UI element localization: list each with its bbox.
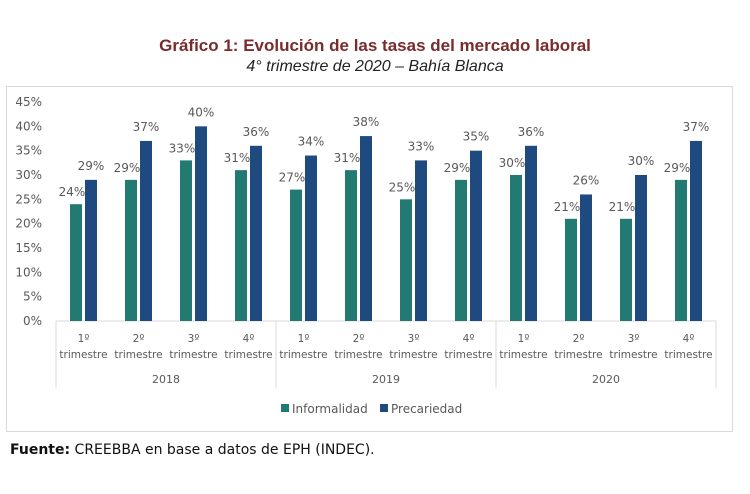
data-label: 24% — [59, 185, 86, 199]
y-tick-label: 30% — [15, 168, 42, 182]
bar-informalidad — [345, 170, 357, 321]
y-tick-label: 35% — [15, 144, 42, 158]
bar-precariedad — [195, 126, 207, 321]
y-tick-label: 45% — [15, 95, 42, 109]
bar-informalidad — [455, 179, 467, 321]
x-tick-quarter: 4º — [463, 333, 475, 345]
x-tick-quarter: 2º — [133, 333, 145, 345]
legend-label: Precariedad — [391, 402, 462, 416]
data-label: 33% — [408, 139, 435, 153]
x-group-label: 2018 — [152, 373, 180, 386]
x-tick-quarter: 3º — [628, 333, 640, 345]
x-tick-label: trimestre — [389, 349, 437, 361]
x-tick-quarter: 4º — [683, 333, 695, 345]
legend-swatch-informalidad — [281, 404, 289, 412]
x-group-label: 2020 — [592, 373, 620, 386]
data-label: 29% — [78, 159, 105, 173]
x-tick-label: trimestre — [59, 349, 107, 361]
data-label: 29% — [114, 161, 141, 175]
data-label: 25% — [389, 180, 416, 194]
x-tick-quarter: 1º — [78, 333, 90, 345]
x-tick-quarter: 3º — [408, 333, 420, 345]
bar-informalidad — [565, 218, 577, 321]
y-tick-label: 0% — [23, 314, 42, 328]
y-tick-label: 40% — [15, 119, 42, 133]
bar-informalidad — [180, 160, 192, 321]
bar-precariedad — [140, 140, 152, 321]
bar-informalidad — [675, 179, 687, 321]
data-label: 27% — [279, 171, 306, 185]
x-tick-label: trimestre — [169, 349, 217, 361]
data-label: 31% — [334, 151, 361, 165]
data-label: 36% — [243, 125, 270, 139]
data-label: 30% — [499, 156, 526, 170]
bar-informalidad — [400, 199, 412, 321]
x-tick-label: trimestre — [114, 349, 162, 361]
data-label: 40% — [188, 105, 215, 119]
chart-title: Gráfico 1: Evolución de las tasas del me… — [159, 36, 591, 55]
bar-precariedad — [415, 160, 427, 321]
x-tick-quarter: 2º — [573, 333, 585, 345]
x-tick-quarter: 3º — [188, 333, 200, 345]
x-tick-label: trimestre — [499, 349, 547, 361]
data-label: 38% — [353, 115, 380, 129]
y-tick-label: 20% — [15, 217, 42, 231]
data-label: 34% — [298, 135, 325, 149]
x-tick-quarter: 1º — [518, 333, 530, 345]
source-note: Fuente: CREEBBA en base a datos de EPH (… — [10, 442, 375, 458]
y-tick-label: 25% — [15, 192, 42, 206]
source-label: Fuente: — [10, 442, 71, 458]
bar-precariedad — [305, 155, 317, 321]
x-group-label: 2019 — [372, 373, 400, 386]
bar-informalidad — [510, 175, 522, 321]
bar-precariedad — [525, 145, 537, 321]
bar-precariedad — [635, 175, 647, 321]
x-tick-quarter: 2º — [353, 333, 365, 345]
bar-precariedad — [580, 194, 592, 321]
y-tick-label: 5% — [23, 290, 42, 304]
data-label: 36% — [518, 125, 545, 139]
data-label: 30% — [628, 154, 655, 168]
bar-precariedad — [690, 140, 702, 321]
bar-informalidad — [125, 179, 137, 321]
bar-informalidad — [620, 218, 632, 321]
bar-precariedad — [250, 145, 262, 321]
data-label: 37% — [133, 120, 160, 134]
data-label: 26% — [573, 173, 600, 187]
data-label: 29% — [444, 161, 471, 175]
data-label: 37% — [683, 120, 710, 134]
bar-informalidad — [290, 189, 302, 321]
data-label: 33% — [169, 141, 196, 155]
x-tick-label: trimestre — [554, 349, 602, 361]
x-tick-label: trimestre — [664, 349, 712, 361]
source-text: CREEBBA en base a datos de EPH (INDEC). — [70, 442, 375, 458]
x-tick-label: trimestre — [609, 349, 657, 361]
data-label: 29% — [664, 161, 691, 175]
bar-precariedad — [85, 179, 97, 321]
x-tick-label: trimestre — [224, 349, 272, 361]
x-tick-quarter: 1º — [298, 333, 310, 345]
x-tick-label: trimestre — [444, 349, 492, 361]
x-tick-label: trimestre — [279, 349, 327, 361]
x-tick-label: trimestre — [334, 349, 382, 361]
chart-subtitle: 4° trimestre de 2020 – Bahía Blanca — [246, 58, 504, 75]
data-label: 31% — [224, 151, 251, 165]
bar-informalidad — [70, 204, 82, 321]
bar-informalidad — [235, 170, 247, 321]
legend-swatch-precariedad — [380, 404, 388, 412]
y-tick-label: 15% — [15, 241, 42, 255]
x-tick-quarter: 4º — [243, 333, 255, 345]
data-label: 21% — [554, 200, 581, 214]
legend-label: Informalidad — [292, 402, 368, 416]
bar-precariedad — [470, 150, 482, 321]
y-tick-label: 10% — [15, 265, 42, 279]
data-label: 35% — [463, 130, 490, 144]
bar-precariedad — [360, 136, 372, 321]
data-label: 21% — [609, 200, 636, 214]
